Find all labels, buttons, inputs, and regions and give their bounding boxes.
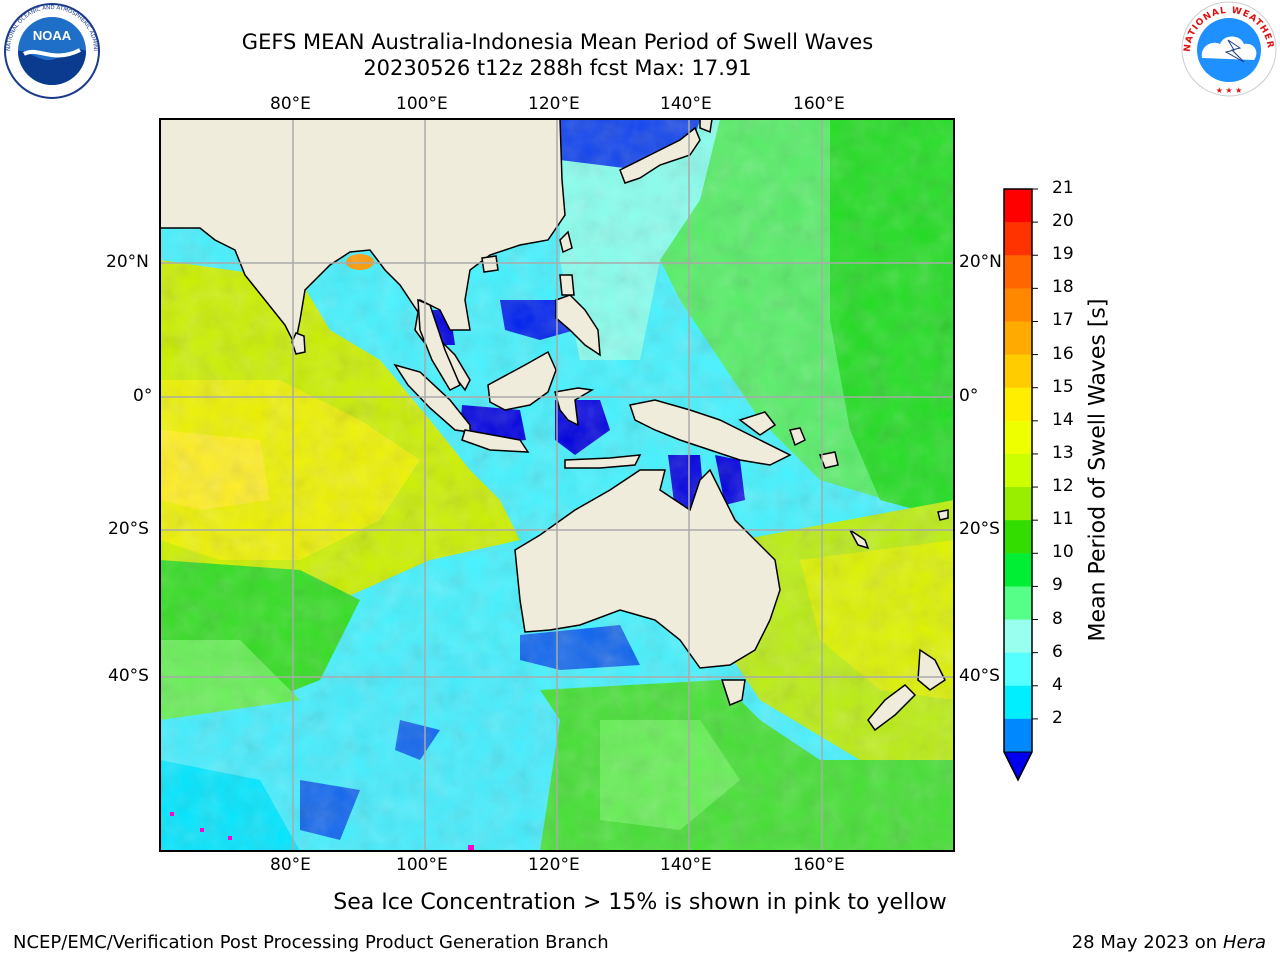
colorbar-tick-label: 16 xyxy=(1052,343,1074,364)
colorbar-tick-label: 9 xyxy=(1052,575,1063,596)
colorbar-tick-label: 2 xyxy=(1052,707,1063,728)
colorbar-tick-label: 14 xyxy=(1052,409,1074,430)
colorbar-tick-label: 13 xyxy=(1052,442,1074,463)
colorbar-swatch xyxy=(1004,652,1032,687)
lat-label-0-left: 0° xyxy=(133,386,153,406)
colorbar-swatch xyxy=(1004,222,1032,256)
lon-label-100e-bottom: 100°E xyxy=(396,855,448,875)
colorbar-tick-label: 8 xyxy=(1052,608,1063,629)
lat-label-40s-right: 40°S xyxy=(959,666,1000,686)
colorbar-swatch xyxy=(1004,520,1032,554)
lon-label-120e-top: 120°E xyxy=(528,94,580,114)
colorbar-tick-label: 15 xyxy=(1052,376,1074,397)
colorbar-tick-label: 4 xyxy=(1052,674,1063,695)
colorbar-swatch xyxy=(1004,586,1032,621)
colorbar-swatch xyxy=(1004,321,1032,356)
colorbar-tick-label: 21 xyxy=(1052,178,1074,198)
lon-label-140e-top: 140°E xyxy=(660,94,712,114)
lat-label-40s-left: 40°S xyxy=(108,666,149,686)
noaa-logo-icon: NOAA NATIONAL OCEANIC AND ATMOSPHERIC AD… xyxy=(2,2,100,99)
colorbar-tick-label: 17 xyxy=(1052,310,1074,331)
date-text: 28 May 2023 on xyxy=(1071,932,1218,953)
lon-label-160e-bottom: 160°E xyxy=(793,855,845,875)
map-gridlines xyxy=(160,119,954,851)
lon-label-140e-bottom: 140°E xyxy=(660,855,712,875)
colorbar-swatch xyxy=(1004,685,1032,720)
lat-label-0-right: 0° xyxy=(959,386,979,406)
host-name: Hera xyxy=(1222,932,1266,953)
colorbar-label: Mean Period of Swell Waves [s] xyxy=(1085,298,1111,642)
sea-ice-marks xyxy=(170,812,474,851)
colorbar-outline xyxy=(1003,188,1033,782)
colorbar-swatch xyxy=(1004,387,1032,422)
lat-label-20n-left: 20°N xyxy=(106,252,149,272)
colorbar-tick-label: 18 xyxy=(1052,277,1074,298)
colorbar-swatch xyxy=(1004,189,1032,223)
colorbar-swatch xyxy=(1004,288,1032,322)
map-subtitle: 20230526 t12z 288h fcst Max: 17.91 xyxy=(363,56,752,80)
colorbar-tick-label: 10 xyxy=(1052,542,1074,563)
lat-label-20n-right: 20°N xyxy=(959,252,1002,272)
nws-logo-icon: NATIONAL WEATHER SERVICE ★ ★ ★ xyxy=(1180,0,1277,97)
noaa-logo-text: NOAA xyxy=(33,28,72,43)
colorbar-swatch xyxy=(1004,718,1032,753)
lon-label-120e-bottom: 120°E xyxy=(528,855,580,875)
lat-label-20s-right: 20°S xyxy=(959,519,1000,539)
map-frame xyxy=(159,118,955,852)
colorbar-tick-label: 6 xyxy=(1052,641,1063,662)
colorbar-swatch xyxy=(1004,420,1032,455)
colorbar-swatch xyxy=(1004,619,1032,654)
lon-label-100e-top: 100°E xyxy=(396,94,448,114)
lon-label-160e-top: 160°E xyxy=(793,94,845,114)
colorbar-swatch xyxy=(1004,553,1032,587)
landmass xyxy=(160,119,949,732)
sea-ice-note: Sea Ice Concentration > 15% is shown in … xyxy=(333,890,947,915)
svg-text:★ ★ ★: ★ ★ ★ xyxy=(1216,86,1243,95)
colorbar-tick-label: 19 xyxy=(1052,244,1074,265)
lat-label-20s-left: 20°S xyxy=(108,519,149,539)
map-field xyxy=(160,119,954,851)
colorbar-swatch xyxy=(1004,354,1032,389)
colorbar-extend-triangle xyxy=(1003,751,1033,782)
colorbar-tick-label: 11 xyxy=(1052,509,1074,530)
map-title: GEFS MEAN Australia-Indonesia Mean Perio… xyxy=(241,30,874,54)
credit-text: NCEP/EMC/Verification Post Processing Pr… xyxy=(13,932,609,953)
lon-label-80e-bottom: 80°E xyxy=(270,855,311,875)
colorbar-swatch xyxy=(1004,453,1032,488)
colorbar-swatch xyxy=(1004,487,1032,521)
colorbar-swatch xyxy=(1004,255,1032,289)
colorbar-tick-label: 20 xyxy=(1052,211,1074,232)
lon-label-80e-top: 80°E xyxy=(270,94,311,114)
date-stamp: 28 May 2023 on Hera xyxy=(1072,932,1266,953)
colorbar-tick-label: 12 xyxy=(1052,476,1074,497)
colorbar xyxy=(1003,188,1038,782)
